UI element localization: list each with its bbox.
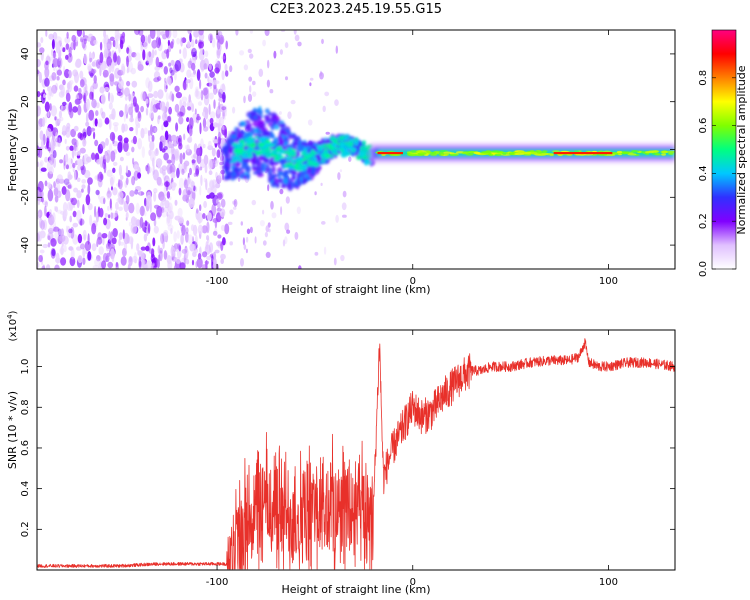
colorbar-gradient (712, 30, 736, 269)
colorbar: 0.0 0.2 0.4 0.6 0.8 Normalized spectral ampl… (698, 29, 748, 277)
colorbar-tick-label: 0.2 (698, 213, 709, 229)
snr-x-tick-label: 100 (599, 577, 618, 588)
colorbar-tick-label: 0.8 (698, 70, 709, 86)
colorbar-tick-label: 0.6 (698, 118, 709, 134)
snr-x-tick-label: -100 (206, 577, 229, 588)
spectrogram-x-tick-label: 100 (599, 276, 618, 287)
colorbar-tick-label: 0.4 (698, 165, 709, 181)
spectrogram-ticks: -100 0 100 -40 -20 0 20 40 (20, 30, 675, 287)
snr-y-tick-label: 0.6 (20, 440, 31, 456)
figure-title: C2E3.2023.245.19.55.G15 (269, 2, 443, 17)
spectrogram-x-axis-label: Height of straight line (km) (281, 283, 430, 296)
snr-y-tick-label: 0.4 (20, 481, 31, 497)
spectrogram-y-tick-label: 40 (20, 48, 31, 61)
colorbar-frame (711, 29, 737, 270)
snr-ticks: -100 0 100 0.2 0.4 0.6 0.8 1.0 (20, 330, 675, 588)
snr-series-line (37, 338, 675, 570)
spectrogram-y-tick-label: -20 (20, 189, 31, 205)
spectrogram-x-tick-label: 0 (410, 276, 416, 287)
snr-y-tick-label: 1.0 (20, 359, 31, 375)
spectrogram-y-tick-label: 20 (20, 95, 31, 108)
snr-x-axis-label: Height of straight line (km) (281, 583, 430, 596)
snr-y-unit-label: (x104) (6, 310, 19, 341)
snr-y-tick-label: 0.8 (20, 399, 31, 415)
colorbar-label: Normalized spectral amplitude (735, 65, 748, 234)
spectrogram-x-tick-label: -100 (206, 276, 229, 287)
snr-y-axis-label: SNR (10 * v/v) (6, 391, 19, 469)
snr-frame (36, 329, 676, 571)
spectrogram-y-tick-label: 0 (20, 146, 31, 152)
snr-panel: -100 0 100 0.2 0.4 0.6 0.8 1.0 Height of straig… (6, 310, 676, 596)
colorbar-ticks: 0.0 0.2 0.4 0.6 0.8 (698, 70, 736, 277)
snr-x-tick-label: 0 (410, 577, 416, 588)
spectrogram-image (37, 30, 675, 269)
spectrogram-y-axis-label: Frequency (Hz) (6, 109, 19, 192)
spectrogram-panel: -100 0 100 -40 -20 0 20 40 Height of straight l… (6, 29, 676, 296)
snr-y-tick-label: 0.2 (20, 521, 31, 537)
spectrogram-y-tick-label: -40 (20, 237, 31, 253)
colorbar-tick-label: 0.0 (698, 261, 709, 277)
